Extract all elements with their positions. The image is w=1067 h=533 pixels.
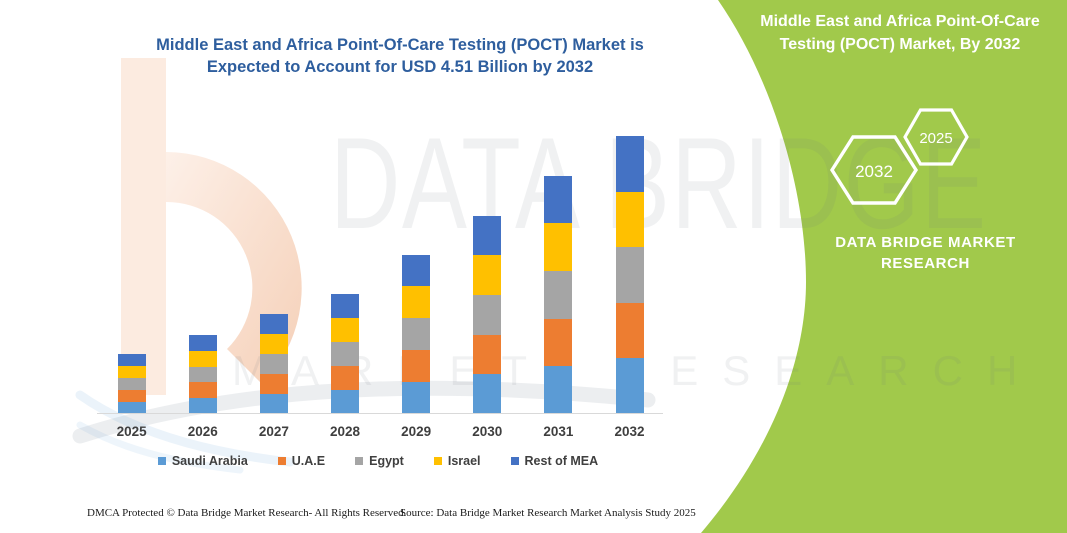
bar-segment-u-a-e-2027	[259, 374, 288, 394]
source-note: Source: Data Bridge Market Research Mark…	[400, 507, 696, 519]
hexagon-2032-label: 2032	[855, 162, 893, 181]
logo-corner-arc-1	[75, 390, 295, 467]
x-axis-label-2026: 2026	[187, 424, 218, 439]
bar-segment-israel-2028	[331, 317, 359, 342]
legend-label-u-a-e: U.A.E	[291, 454, 326, 468]
stacked-bar-2032	[615, 136, 644, 414]
x-axis-label-2029: 2029	[401, 424, 432, 439]
bar-segment-egypt-2030	[473, 294, 502, 335]
x-axis-label-2032: 2032	[614, 424, 645, 439]
legend-swatch-israel	[433, 457, 442, 465]
dmca-notice: DMCA Protected © Data Bridge Market Rese…	[87, 507, 407, 519]
bar-segment-u-a-e-2030	[473, 334, 502, 375]
bar-segment-u-a-e-2028	[331, 365, 359, 390]
bar-segment-rest-of-mea-2028	[331, 293, 359, 318]
bar-segment-saudi-arabia-2027	[259, 394, 288, 414]
bar-segment-saudi-arabia-2026	[188, 398, 217, 414]
chart-title-line1: Middle East and Africa Point-Of-Care Tes…	[156, 36, 644, 54]
x-axis-line	[97, 413, 663, 414]
bar-segment-rest-of-mea-2026	[188, 335, 217, 351]
legend-label-egypt: Egypt	[369, 454, 404, 468]
bar-segment-saudi-arabia-2029	[402, 382, 431, 414]
bar-segment-u-a-e-2025	[117, 390, 146, 402]
bar-segment-rest-of-mea-2031	[544, 175, 573, 224]
chart-legend: Saudi Arabia U.A.E Egypt Israel Rest of MEA	[95, 454, 661, 468]
bar-segment-rest-of-mea-2029	[402, 254, 431, 287]
stacked-bar-2026	[188, 335, 217, 414]
bar-segment-rest-of-mea-2032	[615, 136, 644, 192]
bar-segment-u-a-e-2032	[615, 302, 644, 359]
legend-label-saudi-arabia: Saudi Arabia	[171, 454, 248, 468]
stacked-bar-2029	[402, 254, 431, 414]
bar-segment-israel-2032	[615, 191, 644, 248]
bar-segment-rest-of-mea-2030	[473, 215, 502, 256]
x-axis-label-2027: 2027	[258, 424, 289, 439]
legend-swatch-rest-of-mea	[510, 457, 519, 465]
stacked-bar-2030	[473, 215, 502, 414]
legend-item-rest-of-mea: Rest of MEA	[510, 454, 599, 468]
brand-line1: DATA BRIDGE MARKET	[835, 234, 1016, 251]
bar-segment-israel-2026	[188, 350, 217, 367]
legend-label-rest-of-mea: Rest of MEA	[524, 454, 599, 468]
legend-swatch-saudi-arabia	[157, 457, 166, 465]
bar-segment-saudi-arabia-2030	[473, 374, 502, 414]
bar-segment-saudi-arabia-2032	[615, 358, 644, 414]
bar-segment-egypt-2031	[544, 270, 573, 319]
x-axis-label-2031: 2031	[543, 424, 574, 439]
legend-swatch-egypt	[355, 457, 364, 465]
logo-b-stem	[121, 58, 166, 395]
bar-segment-israel-2029	[402, 286, 431, 319]
stacked-bar-2028	[331, 293, 359, 414]
bar-segment-egypt-2027	[259, 354, 288, 374]
bar-segment-rest-of-mea-2027	[259, 314, 288, 334]
bar-segment-egypt-2026	[188, 366, 217, 383]
green-panel-shape	[701, 0, 1067, 533]
hexagon-2025-label: 2025	[919, 130, 952, 147]
panel-heading: Middle East and Africa Point-Of-Care Tes…	[742, 10, 1058, 56]
bar-segment-israel-2027	[259, 334, 288, 354]
x-axis-label-2028: 2028	[329, 424, 361, 439]
bar-segment-saudi-arabia-2025	[117, 402, 146, 414]
bar-segment-saudi-arabia-2028	[331, 389, 359, 414]
legend-item-u-a-e: U.A.E	[277, 454, 326, 468]
bar-segment-israel-2030	[473, 255, 502, 295]
bar-segment-egypt-2025	[117, 378, 146, 390]
legend-swatch-u-a-e	[277, 457, 286, 465]
bar-segment-saudi-arabia-2031	[544, 366, 573, 414]
logo-corner-arc-2	[76, 421, 244, 474]
brand-line2: RESEARCH	[881, 255, 970, 272]
x-axis-label-2025: 2025	[116, 424, 147, 439]
x-axis-label-2030: 2030	[472, 424, 503, 439]
bar-segment-egypt-2028	[331, 341, 359, 366]
chart-title: Middle East and Africa Point-Of-Care Tes…	[95, 34, 705, 78]
legend-label-israel: Israel	[447, 454, 481, 468]
legend-item-israel: Israel	[433, 454, 481, 468]
stacked-bar-2027	[259, 314, 288, 414]
bar-segment-u-a-e-2029	[402, 350, 431, 383]
bar-segment-u-a-e-2026	[188, 382, 217, 399]
panel-heading-line1: Middle East and Africa Point-Of-Care	[760, 13, 1040, 30]
hexagon-2032-outline	[829, 135, 919, 205]
bar-segment-egypt-2032	[615, 247, 644, 303]
watermark-data-bridge-text: DATA BRIDGE	[330, 110, 988, 256]
hexagon-2025-outline	[903, 108, 969, 166]
legend-item-egypt: Egypt	[355, 454, 404, 468]
bar-segment-egypt-2029	[402, 318, 431, 351]
stacked-bar-2025	[117, 354, 146, 414]
bar-segment-israel-2025	[117, 366, 146, 378]
bar-segment-rest-of-mea-2025	[117, 354, 146, 366]
bar-segment-u-a-e-2031	[544, 318, 573, 367]
chart-title-line2: Expected to Account for USD 4.51 Billion…	[206, 58, 594, 76]
brand-name: DATA BRIDGE MARKET RESEARCH	[818, 232, 1033, 274]
legend-item-saudi-arabia: Saudi Arabia	[157, 454, 248, 468]
panel-heading-line2: Testing (POCT) Market, By 2032	[779, 36, 1021, 53]
bar-segment-israel-2031	[544, 223, 573, 271]
stacked-bar-2031	[544, 175, 573, 414]
